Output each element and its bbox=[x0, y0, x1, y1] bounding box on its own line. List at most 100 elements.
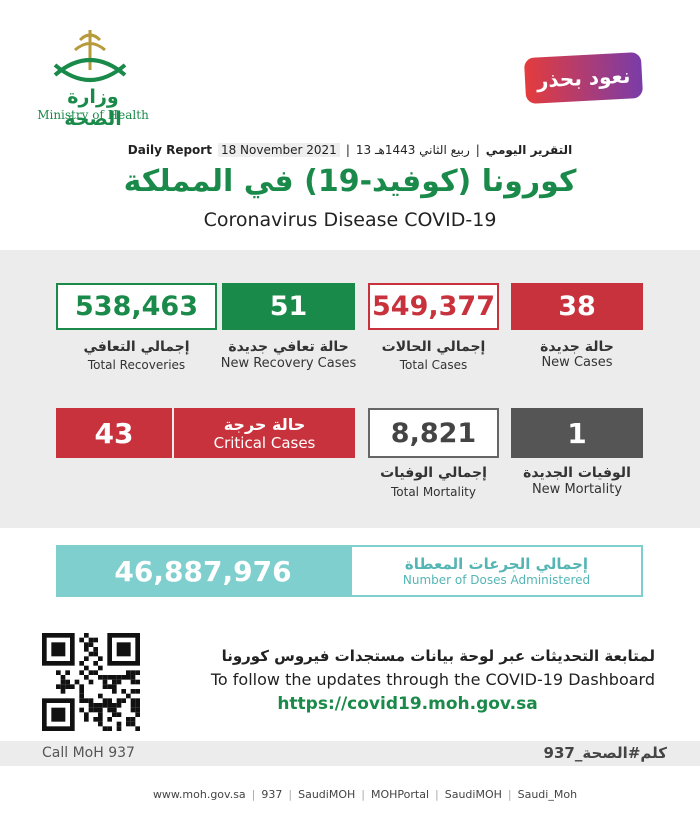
bar-left: Call MoH 937 bbox=[42, 745, 135, 761]
qr-module bbox=[112, 684, 117, 689]
qr-module bbox=[88, 642, 94, 647]
qr-module bbox=[107, 717, 112, 722]
date: 18 November 2021 bbox=[217, 143, 340, 157]
footer-links: www.moh.gov.sa | 937 | SaudiMOH | MOHPortal | Sa… bbox=[100, 788, 630, 801]
qr-module bbox=[60, 689, 66, 694]
qr-module bbox=[102, 675, 108, 680]
footer-link[interactable]: MOHPortal bbox=[370, 788, 430, 801]
title-en: Coronavirus Disease COVID-19 bbox=[203, 209, 497, 231]
qr-module bbox=[112, 703, 117, 708]
new-cases-value: 38 bbox=[511, 283, 643, 330]
report-en: Daily Report bbox=[127, 143, 212, 157]
qr-module bbox=[135, 679, 140, 685]
qr-module bbox=[93, 717, 98, 722]
qr-module bbox=[88, 651, 94, 657]
qr-module bbox=[130, 698, 136, 703]
separator: | bbox=[251, 788, 256, 801]
qr-module bbox=[65, 679, 70, 685]
footer-link[interactable]: SaudiMOH bbox=[298, 788, 356, 801]
new-cases-label-ar: حالة جديدة bbox=[540, 339, 614, 355]
footer-link[interactable]: 937 bbox=[261, 788, 283, 801]
qr-module bbox=[116, 726, 122, 731]
qr-module bbox=[98, 721, 103, 727]
qr-module bbox=[130, 707, 136, 713]
qr-module bbox=[88, 670, 94, 675]
separator: | bbox=[475, 143, 480, 157]
total-cases-label-ar: إجمالي الحالات bbox=[381, 339, 486, 355]
title-ar: كورونا (كوفيد-19) في المملكة bbox=[123, 164, 577, 199]
date-hijri: 13 ربيع الثاني 1443هـ bbox=[355, 143, 470, 157]
bar-right: كلم#الصحة_937 bbox=[543, 744, 667, 762]
new-recoveries-value: 51 bbox=[222, 283, 355, 330]
qr-module bbox=[93, 651, 98, 657]
qr-module bbox=[84, 665, 89, 671]
qr-module bbox=[112, 689, 117, 694]
total-mortality-value: 8,821 bbox=[368, 408, 499, 458]
total-recoveries-label-en: Total Recoveries bbox=[87, 358, 186, 372]
qr-module bbox=[112, 707, 117, 713]
qr-module bbox=[98, 675, 103, 680]
qr-module bbox=[74, 679, 80, 685]
qr-module bbox=[93, 647, 98, 652]
critical-cases-label-ar: حالة حرجة bbox=[223, 414, 306, 434]
qr-module bbox=[135, 712, 140, 717]
qr-module bbox=[121, 689, 126, 694]
qr-module bbox=[121, 675, 126, 680]
qr-module bbox=[116, 679, 122, 685]
qr-module bbox=[130, 717, 136, 722]
separator: | bbox=[345, 143, 350, 157]
qr-module bbox=[98, 717, 103, 722]
qr-module bbox=[79, 661, 84, 666]
qr-module bbox=[116, 721, 122, 727]
separator: | bbox=[288, 788, 293, 801]
qr-module bbox=[79, 693, 84, 699]
qr-module bbox=[88, 679, 94, 685]
qr-module bbox=[126, 721, 131, 727]
separator: | bbox=[435, 788, 439, 801]
qr-module bbox=[70, 684, 75, 689]
qr-module bbox=[88, 703, 94, 708]
qr-module bbox=[60, 679, 66, 685]
qr-module bbox=[51, 642, 66, 657]
total-cases-label-en: Total Cases bbox=[399, 358, 468, 372]
footer-link[interactable]: SaudiMOH bbox=[444, 788, 502, 801]
new-mortality-value: 1 bbox=[511, 408, 643, 458]
qr-module bbox=[112, 679, 117, 685]
new-recoveries-label-ar: حالة تعافي جديدة bbox=[228, 339, 349, 355]
separator: | bbox=[507, 788, 512, 801]
separator: | bbox=[361, 788, 365, 801]
qr-module bbox=[102, 698, 108, 703]
qr-module bbox=[84, 712, 89, 717]
dashboard-text-en: To follow the updates through the COVID-… bbox=[210, 670, 655, 689]
qr-module bbox=[116, 675, 122, 680]
doses-label-ar: إجمالي الجرعات المعطاة bbox=[404, 555, 589, 573]
qr-module bbox=[98, 707, 103, 713]
qr-module bbox=[130, 679, 136, 685]
logo-english: Ministry of Health bbox=[37, 108, 149, 122]
qr-module bbox=[126, 693, 131, 699]
critical-cases-label-en: Critical Cases bbox=[213, 433, 316, 452]
qr-module bbox=[79, 670, 84, 675]
qr-module bbox=[79, 698, 84, 703]
qr-module bbox=[60, 684, 66, 689]
logo-emblem bbox=[53, 30, 127, 82]
total-recoveries-label-ar: إجمالي التعافي bbox=[83, 339, 190, 355]
qr-module bbox=[84, 647, 89, 652]
qr-module bbox=[126, 670, 131, 675]
footer-link[interactable]: Saudi_Moh bbox=[517, 788, 578, 801]
footer-link[interactable]: www.moh.gov.sa bbox=[152, 788, 246, 801]
qr-module bbox=[102, 703, 108, 708]
qr-module bbox=[84, 717, 89, 722]
qr-module bbox=[79, 684, 84, 689]
qr-module bbox=[130, 670, 136, 675]
qr-module bbox=[51, 707, 66, 722]
qr-module bbox=[107, 675, 112, 680]
qr-module bbox=[98, 665, 103, 671]
new-mortality-label-ar: الوفيات الجديدة bbox=[523, 465, 631, 481]
qr-module bbox=[126, 717, 131, 722]
qr-module bbox=[130, 675, 136, 680]
qr-module bbox=[116, 712, 122, 717]
dashboard-url[interactable]: https://covid19.moh.gov.sa bbox=[277, 694, 538, 714]
header-line: Daily Report 18 November 2021 | 13 ربيع … bbox=[0, 143, 700, 157]
qr-module bbox=[135, 703, 140, 708]
